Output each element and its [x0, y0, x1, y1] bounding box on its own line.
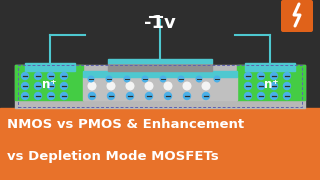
Bar	[15, 65, 305, 108]
Circle shape	[164, 93, 172, 100]
Circle shape	[142, 76, 148, 82]
Circle shape	[35, 82, 42, 89]
Circle shape	[88, 82, 96, 90]
Bar	[108, 59, 212, 63]
Circle shape	[202, 82, 210, 90]
Circle shape	[258, 82, 265, 89]
Circle shape	[284, 93, 291, 100]
Bar	[25, 63, 75, 71]
Circle shape	[60, 93, 68, 100]
Circle shape	[107, 82, 115, 90]
Circle shape	[244, 82, 252, 89]
Circle shape	[145, 82, 153, 90]
Circle shape	[164, 82, 172, 90]
Circle shape	[160, 76, 166, 82]
Bar	[83, 71, 237, 77]
Circle shape	[214, 76, 220, 82]
Circle shape	[270, 73, 277, 80]
Circle shape	[146, 93, 153, 100]
Circle shape	[47, 82, 54, 89]
Circle shape	[183, 82, 191, 90]
Bar	[83, 77, 237, 100]
Circle shape	[124, 76, 130, 82]
Circle shape	[60, 82, 68, 89]
Circle shape	[203, 93, 210, 100]
Text: NMOS vs PMOS & Enhancement: NMOS vs PMOS & Enhancement	[7, 118, 244, 131]
Circle shape	[60, 73, 68, 80]
Circle shape	[21, 73, 28, 80]
Text: -1v: -1v	[144, 14, 176, 32]
Bar	[18, 65, 302, 107]
FancyBboxPatch shape	[281, 0, 313, 32]
Bar	[0, 108, 320, 180]
Circle shape	[258, 93, 265, 100]
Circle shape	[284, 73, 291, 80]
Circle shape	[270, 93, 277, 100]
Text: vs Depletion Mode MOSFETs: vs Depletion Mode MOSFETs	[7, 150, 219, 163]
Circle shape	[47, 73, 54, 80]
Circle shape	[196, 76, 202, 82]
Bar	[108, 63, 212, 71]
Circle shape	[126, 93, 133, 100]
Circle shape	[244, 73, 252, 80]
Circle shape	[106, 76, 112, 82]
Circle shape	[21, 82, 28, 89]
Circle shape	[244, 93, 252, 100]
Circle shape	[126, 82, 134, 90]
Text: n⁺: n⁺	[42, 78, 56, 91]
Bar	[15, 65, 83, 100]
Circle shape	[258, 73, 265, 80]
Circle shape	[270, 82, 277, 89]
Text: n⁺: n⁺	[264, 78, 278, 91]
Circle shape	[183, 93, 190, 100]
Circle shape	[178, 76, 184, 82]
Circle shape	[35, 73, 42, 80]
Circle shape	[89, 93, 95, 100]
Circle shape	[21, 93, 28, 100]
Circle shape	[35, 93, 42, 100]
Circle shape	[108, 93, 115, 100]
Bar	[245, 63, 295, 71]
Circle shape	[47, 93, 54, 100]
Circle shape	[284, 82, 291, 89]
Bar	[237, 65, 305, 100]
Circle shape	[88, 76, 94, 82]
